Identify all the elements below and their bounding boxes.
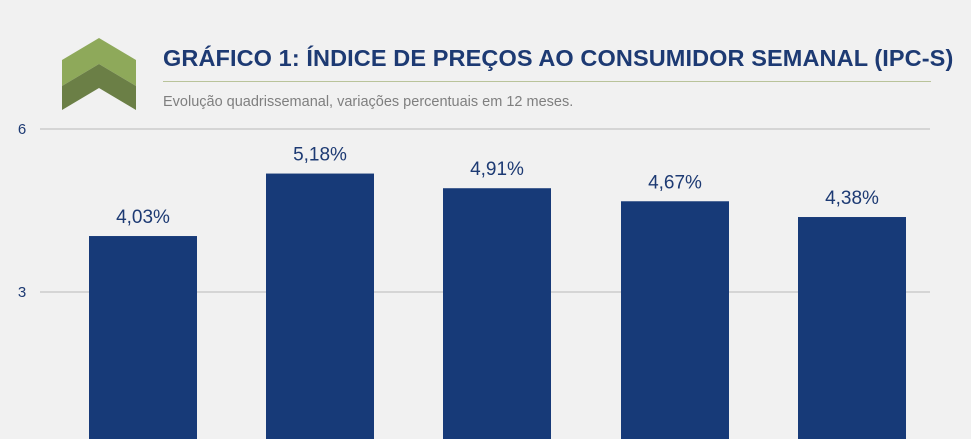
data-labels: 4,03% 5,18% 4,91% 4,67% 4,38% <box>116 145 879 228</box>
bar-2 <box>266 173 374 439</box>
y-tick-label: 6 <box>18 121 26 138</box>
logo-chevron-icon <box>62 38 136 110</box>
data-label-1: 4,03% <box>116 207 170 228</box>
y-tick-label: 3 <box>18 284 26 301</box>
bar-3 <box>443 188 551 439</box>
bar-5 <box>798 217 906 439</box>
data-label-3: 4,91% <box>470 159 524 180</box>
logo-chevron-light <box>62 38 136 86</box>
bar-1 <box>89 236 197 439</box>
data-label-4: 4,67% <box>648 172 702 193</box>
data-label-2: 5,18% <box>293 145 347 166</box>
logo-chevron-dark <box>62 64 136 110</box>
data-label-5: 4,38% <box>825 188 879 209</box>
bar-4 <box>621 201 729 439</box>
chart-title: GRÁFICO 1: ÍNDICE DE PREÇOS AO CONSUMIDO… <box>163 45 954 71</box>
bars <box>89 173 906 439</box>
title-divider <box>163 81 931 82</box>
y-axis-ticks: 36 <box>18 121 26 301</box>
chart-subtitle: Evolução quadrissemanal, variações perce… <box>163 94 574 110</box>
